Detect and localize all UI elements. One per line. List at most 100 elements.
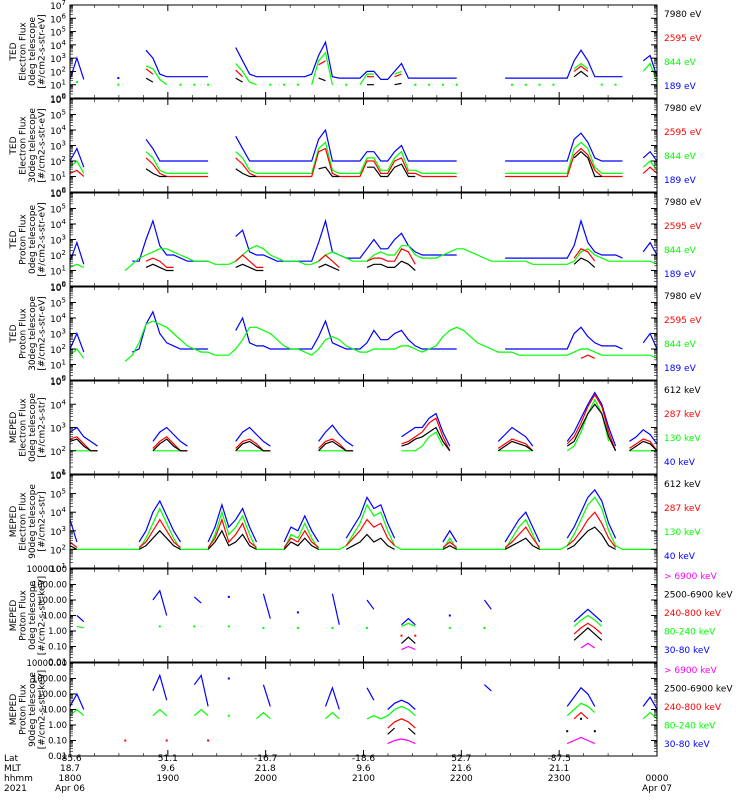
panel-frame: [69, 662, 658, 757]
series-line-189-ev: [505, 326, 623, 350]
series-line-7980-ev: [145, 77, 154, 83]
series-line-2595-ev: [642, 166, 658, 174]
series-point-30-80-kev: [227, 677, 230, 680]
series-line-612-kev: [566, 403, 617, 452]
y-axis-title-line: MEPED: [9, 600, 19, 632]
time-axis-value: 2300: [548, 774, 571, 784]
series-point-844-ev: [538, 83, 541, 86]
series-line-612-kev: [318, 440, 354, 452]
series-line-30-80-kev: [152, 589, 168, 616]
series-line-40-kev: [69, 426, 98, 447]
series-point-30-80-kev: [227, 595, 230, 598]
y-tick-label: 103: [50, 140, 66, 153]
legend-entry: 2500-6900 keV: [664, 685, 733, 695]
series-line--6900-kev: [580, 642, 596, 649]
series-line-7980-ev: [573, 70, 589, 78]
y-tick-label: 104: [50, 506, 66, 519]
series-line-189-ev: [132, 218, 209, 262]
series-line-40-kev: [442, 529, 458, 543]
series-line-189-ev: [642, 241, 658, 256]
series-line-612-kev: [345, 533, 395, 550]
series-line-30-80-kev: [366, 599, 375, 610]
series-point-844-ev: [269, 83, 272, 86]
series-line-612-kev: [629, 440, 658, 452]
series-point-844-ev: [552, 83, 555, 86]
legend-entry: 40 keV: [664, 552, 696, 562]
series-line-240-800-kev: [387, 718, 416, 729]
series-line-844-ev: [642, 62, 658, 83]
series-line-844-ev: [145, 151, 209, 174]
series-line-189-ev: [642, 150, 658, 162]
series-line-30-80-kev: [152, 673, 168, 701]
y-tick-label: 100.00: [37, 690, 67, 700]
series-line-287-kev: [629, 438, 658, 452]
series-line-287-kev: [283, 529, 319, 548]
series-point-240-800-kev: [207, 739, 210, 742]
time-axis-value: -18.6: [352, 754, 376, 764]
series-line-2595-ev: [235, 254, 264, 268]
series-line-612-kev: [497, 440, 534, 452]
y-axis-title-line: Electron Flux: [18, 492, 28, 551]
series-line-287-kev: [504, 526, 541, 548]
series-line-80-240-kev: [69, 708, 85, 717]
series-point-844-ev: [455, 83, 458, 86]
legend-entry: 612 keV: [664, 386, 701, 396]
y-tick-label: 105: [50, 297, 66, 310]
y-tick-label: 102: [50, 155, 66, 168]
series-line-80-240-kev: [573, 614, 603, 627]
series-line-30-80-kev: [193, 673, 209, 707]
y-axis-title-line: Electron Flux: [18, 22, 28, 81]
series-line-30-80-kev: [262, 684, 271, 707]
series-line-80-240-kev: [566, 702, 596, 717]
series-line-287-kev: [207, 517, 257, 548]
y-tick-label: 0.10: [48, 643, 67, 653]
series-point-2500-6900-kev: [593, 730, 596, 733]
legend-entry: 130 keV: [664, 528, 701, 538]
series-point-80-240-kev: [158, 625, 161, 628]
series-line-287-kev: [442, 541, 458, 548]
series-line-844-ev: [573, 62, 589, 70]
time-axis-value: 9.6: [356, 764, 371, 774]
series-line-189-ev: [69, 331, 85, 353]
series-point-80-240-kev: [448, 626, 451, 629]
y-tick-label: 104: [50, 39, 66, 52]
legend-entry: 2595 eV: [664, 222, 702, 232]
time-axis-value: 51.1: [158, 754, 178, 764]
legend-entry: 189 eV: [664, 82, 697, 92]
series-line-30-80-kev: [366, 687, 375, 701]
legend-entry: 240-800 keV: [664, 703, 722, 713]
y-axis-title-line: Proton Flux: [18, 590, 28, 641]
series-line-40-kev: [235, 426, 271, 447]
series-line-844-ev: [359, 73, 374, 86]
y-axis-title-line: [#/cm2-s-str-eV]: [37, 202, 47, 277]
series-line-30-80-kev: [324, 685, 340, 710]
series-line-30-80-kev: [193, 596, 202, 604]
series-line-2595-ev: [235, 69, 244, 78]
y-tick-label: 104: [50, 398, 66, 411]
series-point-844-ev: [510, 83, 513, 86]
series-line-80-240-kev: [256, 711, 271, 720]
time-axis-value: -16.7: [254, 754, 277, 764]
legend-entry: 189 eV: [664, 364, 697, 374]
time-axis-row-label: Lat: [4, 754, 19, 764]
series-line-130-kev: [70, 496, 657, 551]
series-point-844-ev: [283, 83, 286, 86]
series-line-189-ev: [145, 49, 209, 78]
series-line-287-kev: [138, 518, 181, 548]
y-tick-label: 105: [50, 26, 66, 39]
series-line-30-80-kev: [401, 617, 416, 626]
series-line-612-kev: [69, 545, 78, 550]
series-line-844-ev: [145, 65, 168, 86]
y-tick-label: 0.01: [48, 658, 67, 668]
y-tick-label: 101: [50, 79, 66, 92]
y-tick-label: 102: [50, 543, 66, 556]
series-line-2595-ev: [235, 147, 457, 178]
series-line-189-ev: [642, 332, 658, 350]
series-line-40-kev: [504, 511, 541, 543]
series-point-80-240-kev: [296, 626, 299, 629]
series-line-844-ev: [394, 70, 402, 75]
series-line-7980-ev: [235, 77, 243, 83]
series-line-40-kev: [283, 514, 320, 543]
